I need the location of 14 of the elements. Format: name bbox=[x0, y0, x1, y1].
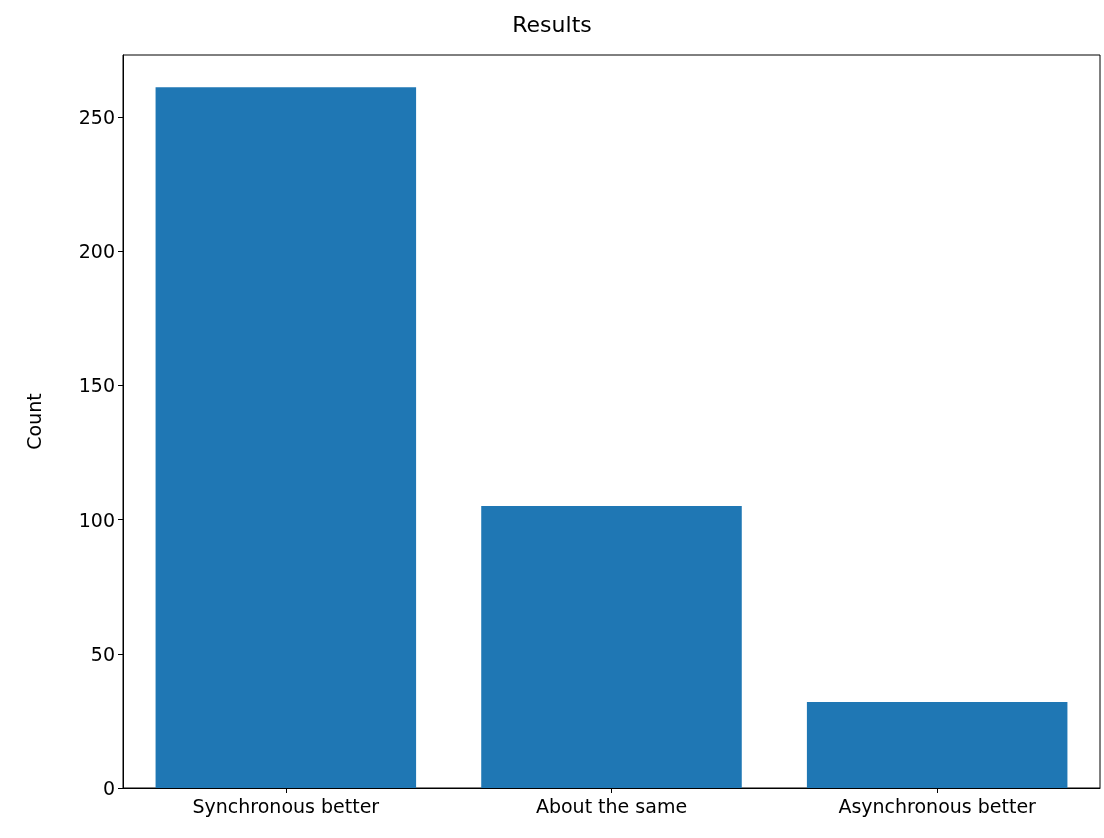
x-tick-label: About the same bbox=[535, 794, 688, 817]
x-tick-label: Asynchronous better bbox=[838, 794, 1037, 817]
bar bbox=[155, 87, 417, 788]
bar bbox=[806, 702, 1068, 788]
y-axis-title: Count bbox=[22, 393, 45, 450]
bar bbox=[481, 506, 742, 788]
y-tick-label: 250 bbox=[78, 105, 115, 128]
x-tick-label: Synchronous better bbox=[192, 794, 380, 817]
y-tick-label: 50 bbox=[90, 642, 115, 665]
chart-title: Results bbox=[512, 11, 592, 37]
y-tick-label: 0 bbox=[102, 777, 115, 799]
y-tick-label: 150 bbox=[78, 374, 115, 397]
y-tick-label: 200 bbox=[78, 240, 115, 262]
y-tick-label: 100 bbox=[78, 508, 115, 531]
